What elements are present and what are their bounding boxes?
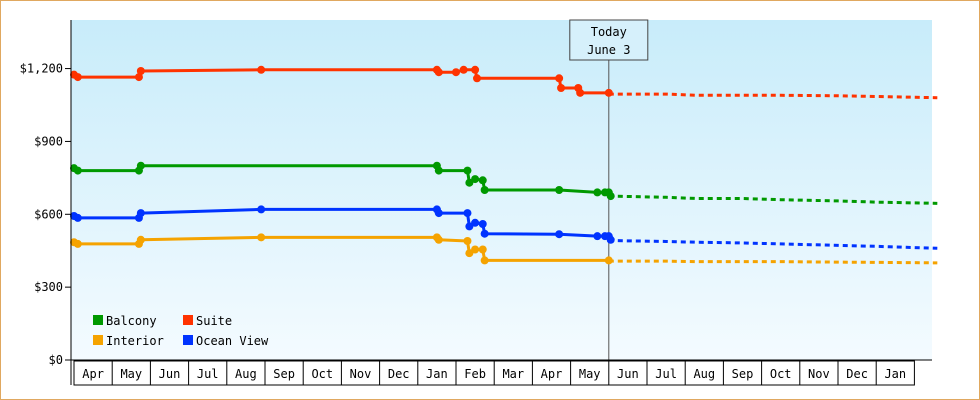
point-suite-9 <box>471 65 480 74</box>
point-suite-3 <box>136 67 145 75</box>
x-tick-label: May <box>579 367 601 381</box>
x-tick-label: Dec <box>388 367 410 381</box>
legend-label: Suite <box>196 314 232 328</box>
point-interior-10 <box>478 245 487 254</box>
today-date: June 3 <box>587 43 630 57</box>
point-suite-8 <box>459 65 468 74</box>
x-tick-label: Aug <box>693 367 715 381</box>
point-interior-7 <box>463 237 472 245</box>
legend-swatch-suite <box>183 315 193 325</box>
point-interior-6 <box>434 235 443 244</box>
legend-swatch-balcony <box>93 315 103 325</box>
x-tick-label: Jul <box>655 367 677 381</box>
x-tick-label: Apr <box>541 367 563 381</box>
x-tick-label: Nov <box>808 367 830 381</box>
x-tick-label: Apr <box>82 367 104 381</box>
forecast-line-balcony <box>608 194 938 205</box>
x-tick-label: Jan <box>884 367 906 381</box>
point-balcony-10 <box>480 186 489 194</box>
point-interior-1 <box>73 239 82 248</box>
y-tick-label: $0 <box>49 353 63 367</box>
legend-swatch-interior <box>93 335 103 345</box>
x-tick-label: Oct <box>311 367 333 381</box>
point-interior-9 <box>471 245 480 254</box>
x-tick-label: Jun <box>159 367 181 381</box>
point-balcony-11 <box>555 186 564 194</box>
point-balcony-5 <box>434 166 443 175</box>
y-tick-label: $1,200 <box>20 62 63 76</box>
y-tick-label: $900 <box>34 134 63 148</box>
point-balcony-7 <box>465 178 474 187</box>
point-suite-11 <box>555 74 564 83</box>
point-ocean-view-11 <box>480 229 489 238</box>
axes: $0 $300 $600 $900 $1,200 Apr May Jun Jul Aug Sep Oc… <box>20 20 932 386</box>
x-tick-label: Jan <box>426 367 448 381</box>
point-ocean-view-8 <box>465 222 474 231</box>
point-suite-4 <box>257 65 266 74</box>
point-suite-7 <box>452 68 460 77</box>
point-balcony-1 <box>73 166 82 175</box>
x-tick-label: Mar <box>502 367 524 381</box>
point-balcony-3 <box>136 161 145 170</box>
point-ocean-view-12 <box>555 230 564 239</box>
point-ocean-view-7 <box>463 209 472 218</box>
point-ocean-view-4 <box>257 205 266 214</box>
forecast-line-ocean-view <box>608 239 938 250</box>
point-ocean-view-13 <box>593 232 602 241</box>
x-tick-label: Oct <box>770 367 792 381</box>
y-tick-label: $300 <box>34 280 63 294</box>
point-balcony-8 <box>471 175 480 184</box>
point-ocean-view-3 <box>136 209 145 218</box>
today-box <box>569 19 649 61</box>
x-tick-label: Feb <box>464 367 486 381</box>
series-lines <box>70 65 938 265</box>
point-balcony-6 <box>463 166 472 175</box>
legend-label: Interior <box>106 334 164 348</box>
point-suite-14 <box>576 88 585 97</box>
point-suite-10 <box>473 74 482 83</box>
point-suite-6 <box>434 68 443 77</box>
today-marker: Today June 3 <box>569 19 649 385</box>
today-label: Today <box>591 25 627 39</box>
x-tick-label: Nov <box>350 367 372 381</box>
x-tick-label: May <box>120 367 142 381</box>
point-interior-4 <box>257 233 266 242</box>
point-suite-1 <box>73 73 82 82</box>
legend-label: Balcony <box>106 314 157 328</box>
point-suite-2 <box>134 73 143 82</box>
legend-label: Ocean View <box>196 334 269 348</box>
forecast-line-suite <box>608 92 938 100</box>
legend-swatch-ocean-view <box>183 335 193 345</box>
forecast-line-interior <box>608 259 938 265</box>
point-interior-3 <box>136 235 145 244</box>
point-ocean-view-9 <box>471 218 480 227</box>
point-interior-11 <box>480 256 489 265</box>
x-tick-label: Jun <box>617 367 639 381</box>
legend: Balcony Suite Interior Ocean View <box>93 314 269 348</box>
point-ocean-view-10 <box>478 220 487 228</box>
x-tick-label: Dec <box>846 367 868 381</box>
point-balcony-12 <box>593 188 602 197</box>
point-suite-12 <box>557 84 566 92</box>
x-tick-label: Aug <box>235 367 257 381</box>
x-tick-label: Sep <box>273 367 295 381</box>
point-balcony-9 <box>478 176 487 185</box>
x-tick-label: Jul <box>197 367 219 381</box>
x-tick-label: Sep <box>732 367 754 381</box>
point-interior-8 <box>465 249 474 258</box>
y-tick-label: $600 <box>34 207 63 221</box>
point-ocean-view-6 <box>434 209 443 218</box>
point-ocean-view-1 <box>73 213 82 222</box>
